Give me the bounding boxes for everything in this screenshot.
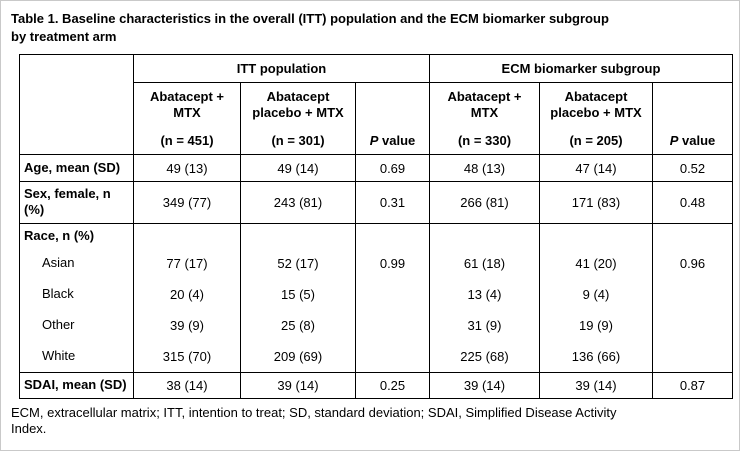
table-cell: 48 (13) xyxy=(429,154,540,183)
table-cell: 349 (77) xyxy=(133,181,241,224)
row-label-race: Race, n (%) xyxy=(19,222,134,249)
table-row-race-other: Other 39 (9) 25 (8) 31 (9) 19 (9) xyxy=(19,310,733,342)
table-cell: 0.87 xyxy=(652,371,733,399)
corner-cell xyxy=(19,54,134,156)
table-cell xyxy=(539,222,653,249)
table-cell xyxy=(652,341,733,373)
table-cell: 19 (9) xyxy=(539,310,653,342)
table-cell: 61 (18) xyxy=(429,248,540,280)
table-row-race: Race, n (%) xyxy=(19,222,733,249)
col-header-itt-pvalue: P value xyxy=(355,82,430,156)
table-cell: 243 (81) xyxy=(240,181,356,224)
row-label-other: Other xyxy=(19,310,134,342)
col-header-itt-placebo: Abatacept placebo + MTX (n = 301) xyxy=(240,82,356,156)
col-n: (n = 205) xyxy=(569,133,623,148)
row-label-black: Black xyxy=(19,279,134,311)
col-name: Abatacept + MTX xyxy=(149,88,225,120)
table-title-line2: by treatment arm xyxy=(11,28,117,44)
row-label-age: Age, mean (SD) xyxy=(19,154,134,183)
table-cell xyxy=(133,222,241,249)
table-cell xyxy=(429,222,540,249)
table-footnote: ECM, extracellular matrix; ITT, intentio… xyxy=(11,405,729,439)
table-cell: 39 (9) xyxy=(133,310,241,342)
table-cell: 41 (20) xyxy=(539,248,653,280)
row-label-asian: Asian xyxy=(19,248,134,280)
pvalue-label: P value xyxy=(669,133,716,148)
table-cell: 0.31 xyxy=(355,181,430,224)
table-cell: 39 (14) xyxy=(429,371,540,399)
table-cell xyxy=(652,279,733,311)
table-cell: 136 (66) xyxy=(539,341,653,373)
table-cell: 225 (68) xyxy=(429,341,540,373)
table-cell: 39 (14) xyxy=(240,371,356,399)
table-row-sdai: SDAI, mean (SD) 38 (14) 39 (14) 0.25 39 … xyxy=(19,371,733,399)
table-cell xyxy=(355,341,430,373)
row-label-sex: Sex, female, n (%) xyxy=(19,181,134,224)
table-cell: 31 (9) xyxy=(429,310,540,342)
table-cell: 52 (17) xyxy=(240,248,356,280)
table-cell: 0.69 xyxy=(355,154,430,183)
table-cell: 49 (14) xyxy=(240,154,356,183)
baseline-characteristics-table: ITT population ECM biomarker subgroup Ab… xyxy=(19,54,733,399)
col-header-itt-abatacept: Abatacept + MTX (n = 451) xyxy=(133,82,241,156)
table-title: Table 1. Baseline characteristics in the… xyxy=(11,10,729,45)
table-cell: 0.48 xyxy=(652,181,733,224)
column-header-row: Abatacept + MTX (n = 451) Abatacept plac… xyxy=(20,82,733,156)
table-cell: 77 (17) xyxy=(133,248,241,280)
group-header-row: ITT population ECM biomarker subgroup xyxy=(19,54,733,156)
table-cell: 20 (4) xyxy=(133,279,241,311)
table-title-line1: Table 1. Baseline characteristics in the… xyxy=(11,11,609,26)
col-name: Abatacept placebo + MTX xyxy=(550,88,642,120)
table-cell xyxy=(240,222,356,249)
row-label-white: White xyxy=(19,341,134,373)
table-row-age: Age, mean (SD) 49 (13) 49 (14) 0.69 48 (… xyxy=(19,154,733,183)
col-name: Abatacept + MTX xyxy=(447,88,522,120)
table-cell xyxy=(652,222,733,249)
table-cell: 25 (8) xyxy=(240,310,356,342)
table-cell: 315 (70) xyxy=(133,341,241,373)
pvalue-label: P value xyxy=(369,133,416,148)
table-row-race-black: Black 20 (4) 15 (5) 13 (4) 9 (4) xyxy=(19,279,733,311)
table-cell: 39 (14) xyxy=(539,371,653,399)
table-cell xyxy=(355,279,430,311)
table-cell xyxy=(652,310,733,342)
table-cell xyxy=(355,310,430,342)
row-label-sdai: SDAI, mean (SD) xyxy=(19,371,134,399)
table-cell: 38 (14) xyxy=(133,371,241,399)
table-cell: 266 (81) xyxy=(429,181,540,224)
table-cell: 13 (4) xyxy=(429,279,540,311)
table-row-race-white: White 315 (70) 209 (69) 225 (68) 136 (66… xyxy=(19,341,733,373)
group-header-ecm: ECM biomarker subgroup xyxy=(429,54,733,84)
col-n: (n = 301) xyxy=(271,133,325,148)
footnote-line2: Index. xyxy=(11,421,47,437)
table-cell: 0.99 xyxy=(355,248,430,280)
col-name: Abatacept placebo + MTX xyxy=(252,88,344,120)
table-cell: 0.96 xyxy=(652,248,733,280)
footnote-line1: ECM, extracellular matrix; ITT, intentio… xyxy=(11,404,617,420)
table-cell: 0.52 xyxy=(652,154,733,183)
table-cell: 209 (69) xyxy=(240,341,356,373)
group-header-itt: ITT population xyxy=(133,54,430,84)
table-cell: 9 (4) xyxy=(539,279,653,311)
table-cell xyxy=(355,222,430,249)
col-header-ecm-placebo: Abatacept placebo + MTX (n = 205) xyxy=(539,82,653,156)
table-row-race-asian: Asian 77 (17) 52 (17) 0.99 61 (18) 41 (2… xyxy=(19,248,733,280)
table-cell: 15 (5) xyxy=(240,279,356,311)
table-cell: 47 (14) xyxy=(539,154,653,183)
col-n: (n = 451) xyxy=(160,133,214,148)
col-header-ecm-abatacept: Abatacept + MTX (n = 330) xyxy=(429,82,540,156)
table-cell: 171 (83) xyxy=(539,181,653,224)
table-cell: 0.25 xyxy=(355,371,430,399)
col-n: (n = 330) xyxy=(457,133,512,148)
table-cell: 49 (13) xyxy=(133,154,241,183)
table-row-sex: Sex, female, n (%) 349 (77) 243 (81) 0.3… xyxy=(19,181,733,224)
col-header-ecm-pvalue: P value xyxy=(652,82,733,156)
